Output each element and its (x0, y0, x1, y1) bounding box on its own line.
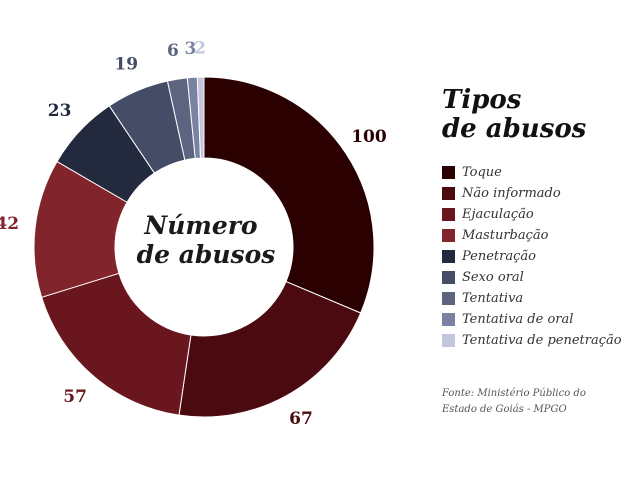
legend-label: Tentativa de oral (462, 312, 574, 327)
legend-item-tentativa: Tentativa (442, 288, 637, 309)
value-label: 19 (114, 54, 138, 74)
legend-title-line-2: de abusos (442, 114, 587, 144)
legend-title-line-1: Tipos (442, 85, 522, 115)
value-label: 3 (184, 39, 196, 59)
legend-swatch (442, 334, 455, 347)
legend-label: Toque (462, 165, 502, 180)
center-title-line-1: Número (143, 211, 257, 240)
value-label: 23 (48, 101, 72, 121)
donut-slice (178, 280, 362, 418)
center-title: Número de abusos (137, 211, 276, 269)
value-labels: 100 67 57 42 23 19 6 32 (0, 39, 387, 430)
center-title-line-2: de abusos (137, 240, 276, 269)
legend-label: Sexo oral (462, 270, 524, 285)
legend-item-tentativa-de-penetracao: Tentativa de penetração (442, 330, 637, 351)
value-label: 67 (289, 409, 313, 429)
legend-label: Tentativa de penetração (462, 333, 622, 348)
legend-title: Tipos de abusos (442, 86, 637, 144)
legend-swatch (442, 187, 455, 200)
donut-slice (196, 76, 205, 159)
value-label: 2 (194, 39, 206, 59)
legend-label: Masturbação (462, 228, 549, 243)
legend-item-tentativa-de-oral: Tentativa de oral (442, 309, 637, 330)
legend-swatch (442, 250, 455, 263)
value-label: 42 (0, 214, 19, 234)
legend-swatch (442, 166, 455, 179)
legend-item-ejaculacao: Ejaculação (442, 204, 637, 225)
legend-label: Ejaculação (462, 207, 534, 222)
legend-swatch (442, 208, 455, 221)
legend-swatch (442, 271, 455, 284)
donut-chart: 100 67 57 42 23 19 6 32 Número de abusos (0, 39, 387, 430)
value-label: 57 (63, 387, 87, 407)
donut-slices (33, 76, 375, 418)
legend-label: Tentativa (462, 291, 524, 306)
legend-item-sexo-oral: Sexo oral (442, 267, 637, 288)
legend-item-toque: Toque (442, 162, 637, 183)
value-label: 6 (167, 41, 179, 61)
donut-slice (203, 76, 375, 314)
legend-swatch (442, 292, 455, 305)
legend-list: Toque Não informado Ejaculação Masturbaç… (442, 162, 637, 351)
legend-item-penetracao: Penetração (442, 246, 637, 267)
value-label: 100 (351, 127, 387, 147)
legend-swatch (442, 229, 455, 242)
legend: Tipos de abusos Toque Não informado Ejac… (442, 86, 637, 351)
legend-label: Não informado (462, 186, 561, 201)
legend-item-nao-informado: Não informado (442, 183, 637, 204)
source-line-2: Estado de Goiás - MPGO (442, 404, 567, 415)
donut-slice (40, 272, 192, 416)
legend-label: Penetração (462, 249, 536, 264)
source-line-1: Fonte: Ministério Público do (442, 388, 586, 399)
legend-item-masturbacao: Masturbação (442, 225, 637, 246)
source-note: Fonte: Ministério Público do Estado de G… (442, 386, 622, 418)
legend-swatch (442, 313, 455, 326)
